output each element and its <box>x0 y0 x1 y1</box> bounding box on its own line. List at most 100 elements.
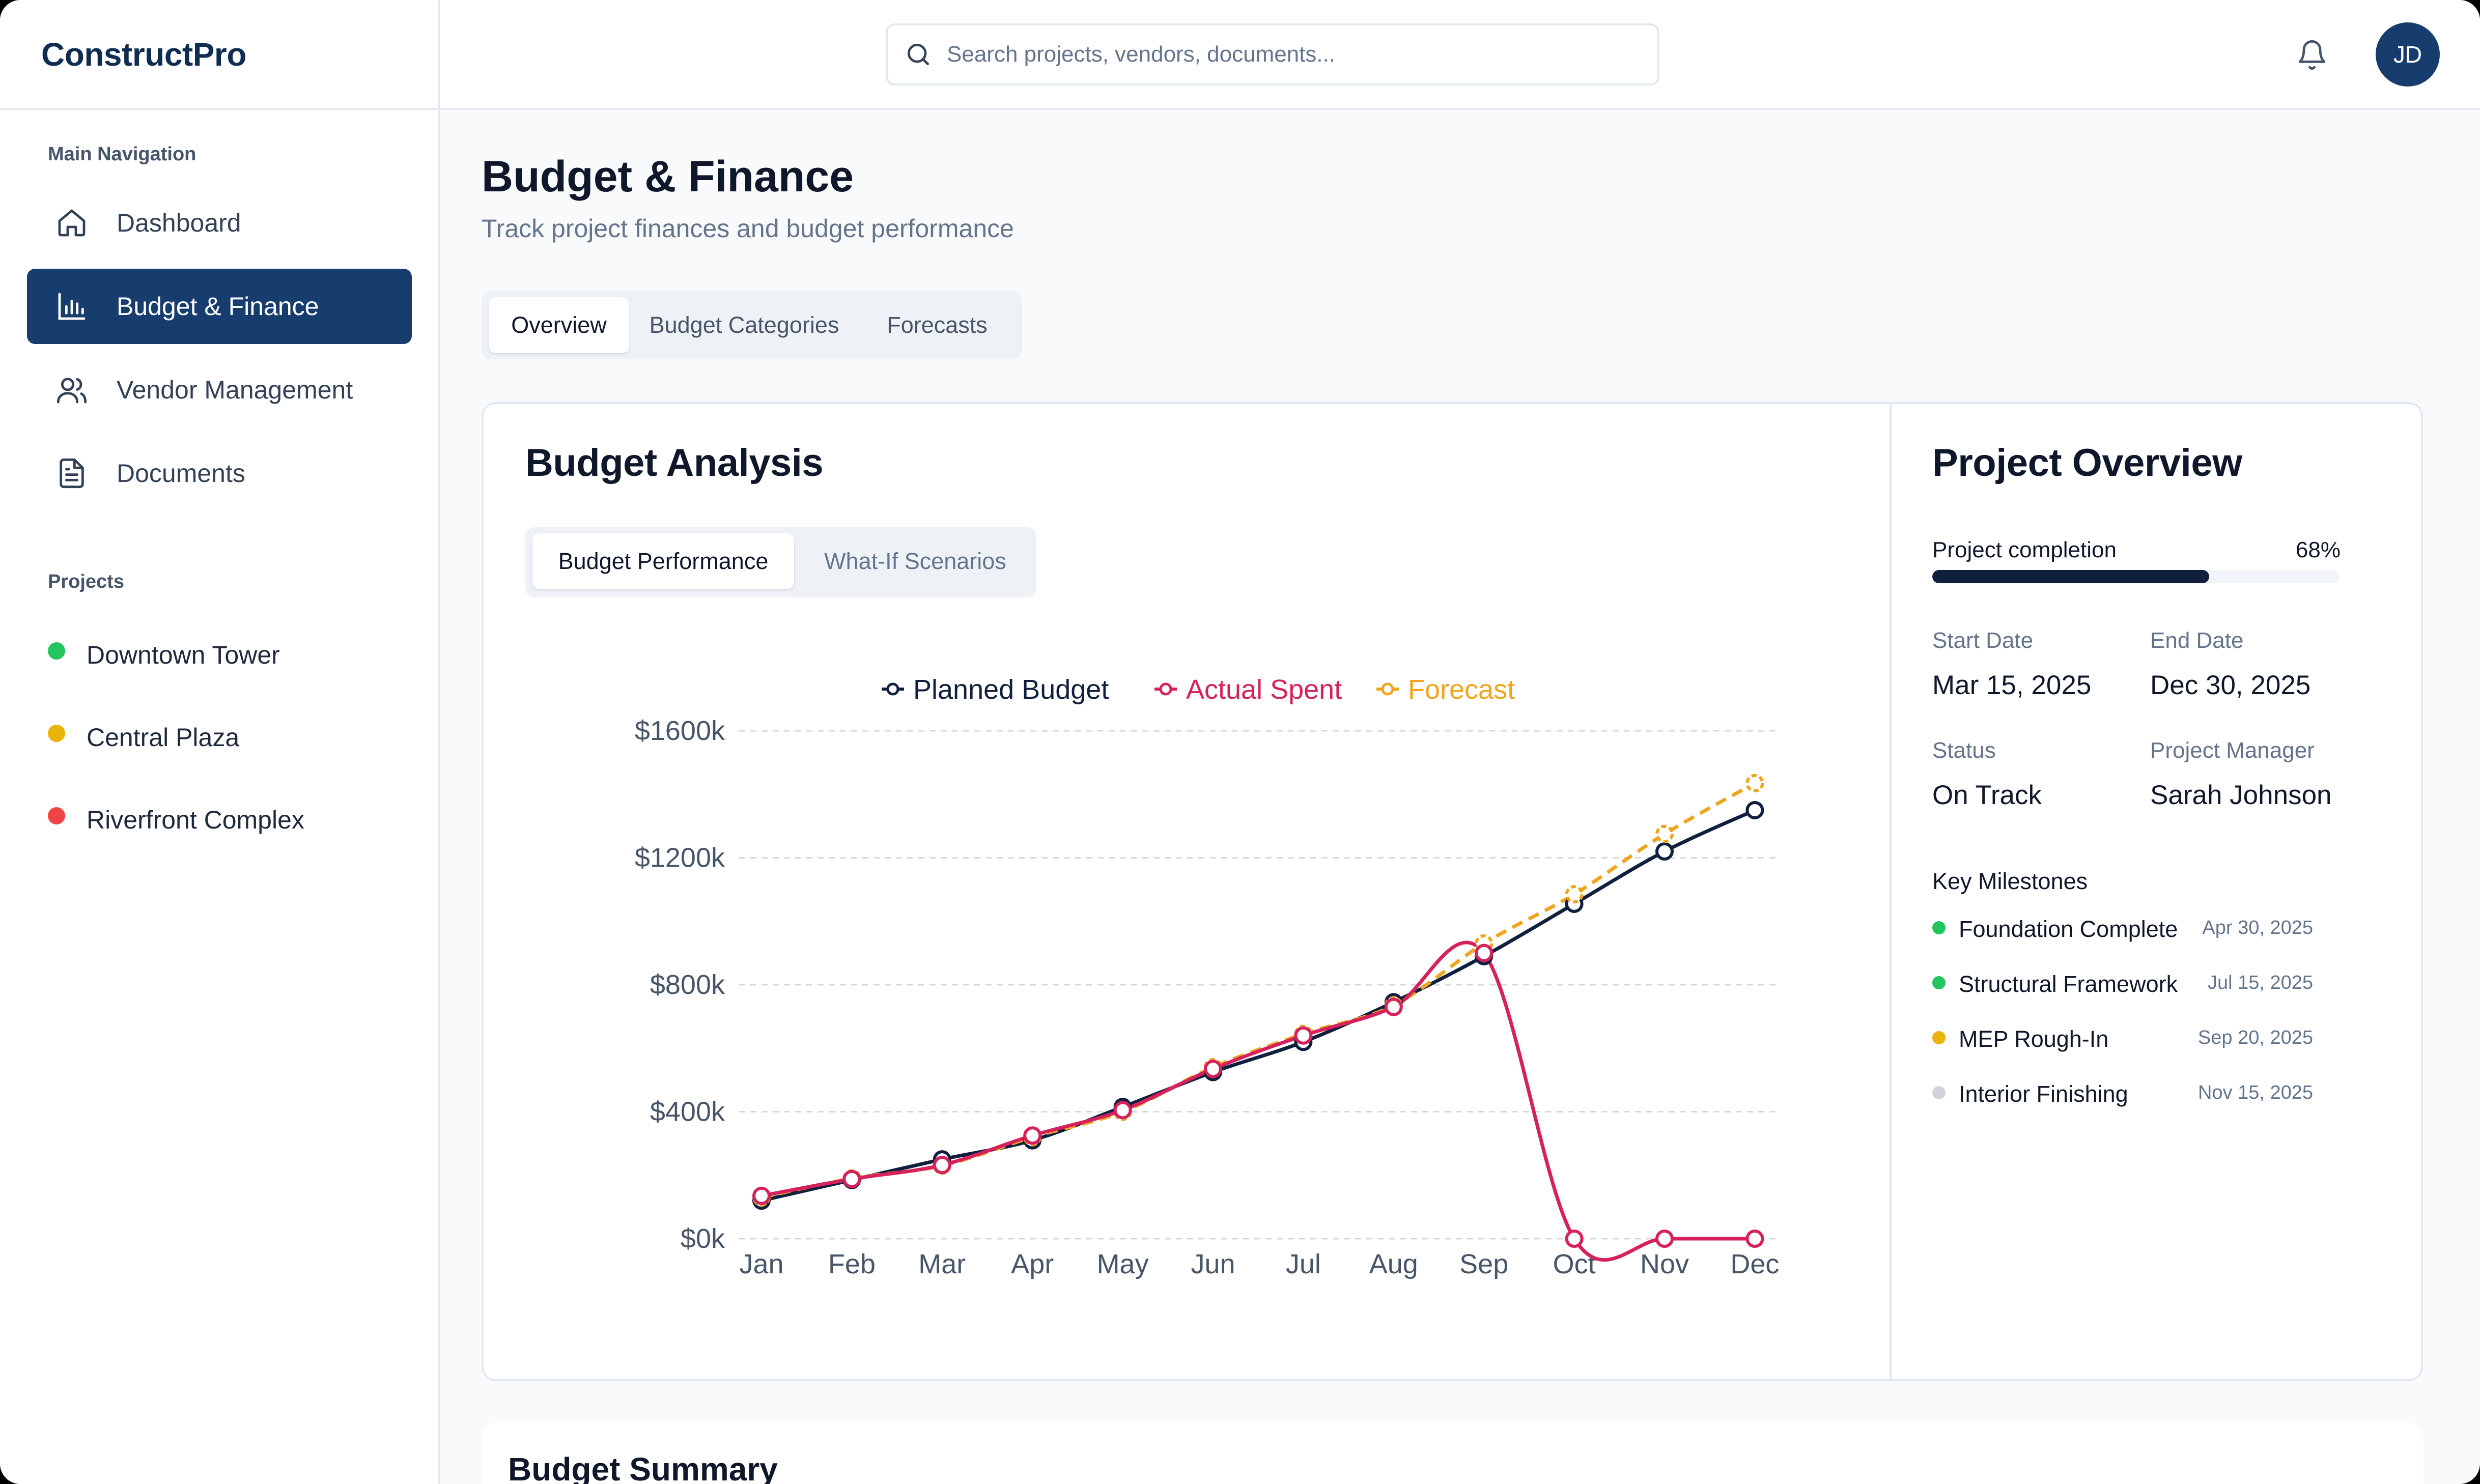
status-dot <box>48 807 65 824</box>
projects-label: Projects <box>48 571 124 592</box>
subtab-what-if-scenarios[interactable]: What-If Scenarios <box>824 548 1006 574</box>
budget-summary-title: Budget Summary <box>508 1451 778 1484</box>
y-tick-label: $800k <box>650 969 725 1000</box>
milestone-row: Structural Framework Jul 15, 2025 <box>1932 971 2313 1007</box>
status-label: Status <box>1932 738 1996 763</box>
series-line-planned-budget <box>761 808 1756 1203</box>
project-manager-value: Sarah Johnson <box>2150 780 2332 810</box>
x-tick-label: Mar <box>918 1249 966 1279</box>
search-icon <box>908 44 929 65</box>
x-tick-label: Feb <box>828 1249 876 1279</box>
sidebar-item-label: Documents <box>117 459 245 488</box>
y-tick-label: $400k <box>650 1097 725 1127</box>
legend-swatch-marker <box>886 682 899 696</box>
legend-label: Planned Budget <box>913 674 1109 705</box>
series-line-forecast <box>761 781 1756 1200</box>
sidebar-item-budget-finance[interactable]: Budget & Finance <box>27 269 412 344</box>
data-point-actual-spent <box>1384 997 1403 1016</box>
budget-line-chart: $0k $400k $800k $1200k $1600k Jan Feb Mar Apr May… <box>635 674 1780 1279</box>
project-label: Downtown Tower <box>87 641 280 669</box>
x-tick-label: Aug <box>1369 1249 1418 1279</box>
status-dot <box>48 642 65 660</box>
users-icon <box>57 378 87 404</box>
sidebar-item-label: Vendor Management <box>117 376 353 404</box>
y-tick-label: $1600k <box>635 716 725 746</box>
x-tick-label: Jun <box>1191 1249 1235 1279</box>
search-input[interactable] <box>947 42 1634 67</box>
milestone-status-dot <box>1932 1031 1946 1044</box>
completion-label: Project completion <box>1932 537 2117 562</box>
data-point-actual-spent <box>1113 1101 1132 1120</box>
milestone-status-dot <box>1932 921 1946 934</box>
milestone-name: MEP Rough-In <box>1959 1026 2109 1052</box>
legend-label: Actual Spent <box>1186 674 1342 705</box>
sidebar: ConstructPro Main Navigation Dashboard B… <box>0 0 440 1484</box>
top-header: JD <box>440 0 2480 110</box>
milestone-status-dot <box>1932 1086 1946 1099</box>
legend-swatch-marker <box>1381 682 1394 696</box>
data-point-actual-spent <box>1655 1230 1674 1248</box>
card-divider <box>1890 404 1892 1379</box>
x-tick-label: Nov <box>1640 1249 1689 1279</box>
start-date-value: Mar 15, 2025 <box>1932 670 2092 700</box>
milestone-row: MEP Rough-In Sep 20, 2025 <box>1932 1026 2313 1062</box>
milestone-date: Jul 15, 2025 <box>2207 972 2313 993</box>
end-date-value: Dec 30, 2025 <box>2150 670 2311 700</box>
project-label: Riverfront Complex <box>87 806 304 834</box>
tab-overview[interactable]: Overview <box>489 297 629 353</box>
y-tick-label: $1200k <box>635 843 725 873</box>
page-title: Budget & Finance <box>482 152 854 201</box>
completion-progress-bar <box>1932 570 2340 583</box>
milestone-status-dot <box>1932 976 1946 989</box>
sidebar-item-documents[interactable]: Documents <box>27 436 412 511</box>
brand-logo[interactable]: ConstructPro <box>41 36 246 73</box>
completion-percent: 68% <box>2295 537 2341 562</box>
page-tabs: Overview Budget Categories Forecasts <box>482 291 1022 359</box>
status-value: On Track <box>1932 780 2042 810</box>
status-dot <box>48 725 65 742</box>
bar-chart-icon <box>58 293 86 320</box>
legend-label: Forecast <box>1408 674 1515 705</box>
start-date-label: Start Date <box>1932 628 2034 653</box>
x-tick-label: Apr <box>1011 1249 1054 1279</box>
user-avatar[interactable]: JD <box>2376 22 2440 87</box>
home-icon <box>58 209 86 237</box>
milestone-name: Interior Finishing <box>1959 1081 2128 1107</box>
x-tick-label: Dec <box>1730 1249 1779 1279</box>
x-tick-label: Jan <box>739 1249 783 1279</box>
tab-forecasts[interactable]: Forecasts <box>887 312 988 338</box>
project-item-riverfront-complex[interactable]: Riverfront Complex <box>48 805 304 835</box>
notification-bell-icon[interactable] <box>2296 39 2328 71</box>
data-point-planned-budget <box>1655 842 1674 861</box>
x-tick-label: May <box>1097 1249 1149 1279</box>
tab-budget-categories[interactable]: Budget Categories <box>649 312 839 338</box>
milestone-date: Nov 15, 2025 <box>2197 1082 2313 1103</box>
x-tick-label: Sep <box>1459 1249 1508 1279</box>
subtab-budget-performance[interactable]: Budget Performance <box>532 533 794 589</box>
key-milestones-title: Key Milestones <box>1932 868 2088 894</box>
milestone-date: Sep 20, 2025 <box>2197 1027 2313 1048</box>
brand-bar: ConstructPro <box>0 0 438 110</box>
budget-summary-card: Budget Summary <box>482 1423 2423 1484</box>
x-tick-label: Jul <box>1286 1249 1321 1279</box>
search-box[interactable] <box>886 23 1659 85</box>
analysis-subtabs: Budget Performance What-If Scenarios <box>525 527 1036 597</box>
data-point-planned-budget <box>1745 801 1764 819</box>
project-item-downtown-tower[interactable]: Downtown Tower <box>48 640 280 670</box>
milestone-date: Apr 30, 2025 <box>2202 917 2313 938</box>
data-point-actual-spent <box>1745 1230 1764 1248</box>
project-overview-title: Project Overview <box>1932 441 2242 484</box>
y-tick-label: $0k <box>681 1223 725 1254</box>
data-point-actual-spent <box>1475 944 1493 962</box>
data-point-actual-spent <box>1023 1126 1042 1145</box>
sidebar-item-vendor-management[interactable]: Vendor Management <box>27 352 412 427</box>
budget-analysis-title: Budget Analysis <box>525 441 824 484</box>
data-point-actual-spent <box>842 1169 861 1188</box>
budget-analysis-card: Budget Analysis Budget Performance What-… <box>482 402 2423 1381</box>
data-point-actual-spent <box>1565 1230 1584 1248</box>
project-manager-label: Project Manager <box>2150 738 2315 763</box>
sidebar-item-dashboard[interactable]: Dashboard <box>27 185 412 261</box>
data-point-actual-spent <box>1204 1060 1222 1078</box>
completion-progress-fill <box>1932 570 2209 583</box>
project-item-central-plaza[interactable]: Central Plaza <box>48 723 239 752</box>
